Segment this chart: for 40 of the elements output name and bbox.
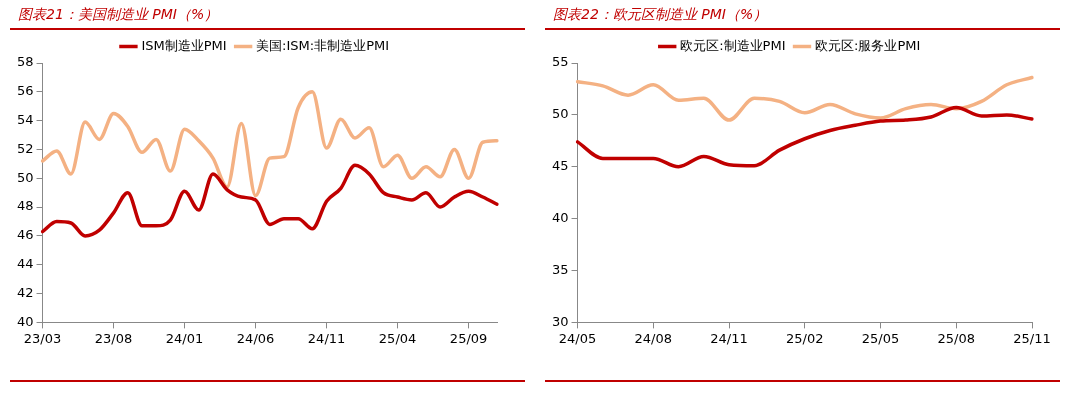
y-tick-label: 54 [17,112,34,128]
line-series [575,75,1034,122]
x-tick-label: 24/06 [236,330,275,346]
x-tick-label: 24/08 [634,330,673,346]
y-tick-label: 35 [552,261,569,277]
y-tick-label: 30 [552,313,569,329]
legend-label: 美国:ISM:非制造业PMI [256,37,390,53]
legend-label: ISM制造业PMI [141,37,227,53]
y-tick-label: 52 [17,140,34,156]
y-tick-label: 40 [17,313,34,329]
y-tick-label: 48 [17,198,34,214]
y-tick-label: 50 [17,169,34,185]
x-tick-label: 25/02 [786,330,824,346]
y-tick-label: 44 [17,256,34,272]
x-tick-label: 24/05 [558,330,597,346]
y-tick-label: 55 [552,54,569,70]
y-tick-label: 45 [552,158,569,174]
chart-title: 图表22：欧元区制造业 PMI（%） [545,4,1060,30]
x-tick-label: 25/11 [1013,330,1051,346]
x-tick-label: 23/08 [94,330,133,346]
y-tick-label: 42 [17,284,34,300]
line-series [575,105,1034,169]
legend-label: 欧元区:制造业PMI [680,37,786,53]
x-tick-label: 25/04 [378,330,417,346]
x-tick-label: 24/11 [307,330,346,346]
line-series [40,163,499,238]
y-tick-label: 46 [17,227,34,243]
x-tick-label: 25/09 [449,330,488,346]
x-tick-label: 24/11 [710,330,748,346]
y-tick-label: 50 [552,106,569,122]
y-tick-label: 58 [17,54,34,70]
x-tick-label: 24/01 [165,330,204,346]
chart-title: 图表21：美国制造业 PMI（%） [10,4,525,30]
y-tick-label: 40 [552,210,569,226]
x-tick-label: 23/03 [23,330,62,346]
line-series [40,90,499,198]
y-tick-label: 56 [17,83,34,99]
legend-label: 欧元区:服务业PMI [815,37,921,53]
x-tick-label: 25/05 [861,330,900,346]
x-tick-label: 25/08 [937,330,975,346]
